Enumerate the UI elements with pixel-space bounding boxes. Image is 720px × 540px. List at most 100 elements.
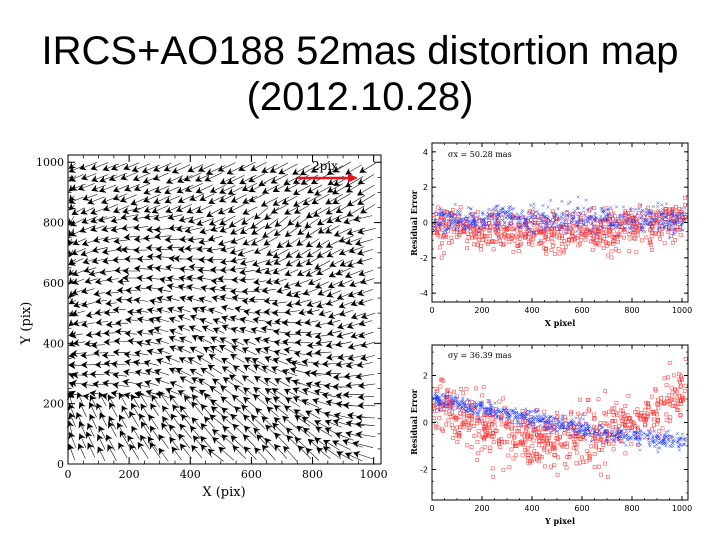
distortion-vector bbox=[272, 249, 289, 259]
blue-cross-point bbox=[578, 219, 582, 223]
blue-cross-point bbox=[535, 209, 539, 213]
red-square-point bbox=[470, 235, 475, 240]
distortion-vector bbox=[292, 174, 309, 184]
blue-cross-point bbox=[574, 433, 578, 437]
blue-cross-point bbox=[617, 222, 621, 226]
red-square-point bbox=[511, 249, 516, 254]
red-square-point bbox=[604, 240, 608, 245]
distortion-vector bbox=[169, 394, 180, 408]
red-square-point bbox=[588, 207, 593, 212]
distortion-vector bbox=[336, 451, 354, 462]
distortion-vector bbox=[212, 378, 225, 388]
red-square-point bbox=[604, 243, 609, 248]
red-square-point bbox=[664, 396, 669, 401]
distortion-vector bbox=[82, 193, 98, 201]
blue-cross-point bbox=[603, 429, 608, 433]
red-square-point bbox=[532, 457, 537, 462]
red-square-point bbox=[554, 436, 559, 441]
blue-cross-point bbox=[501, 207, 505, 211]
blue-cross-point bbox=[650, 216, 654, 221]
y-tick-label: 800 bbox=[43, 217, 64, 230]
blue-cross-point bbox=[681, 213, 685, 217]
blue-cross-point bbox=[601, 432, 605, 436]
blue-cross-point bbox=[457, 402, 461, 406]
distortion-vector bbox=[68, 431, 77, 449]
blue-cross-point bbox=[661, 439, 665, 443]
blue-cross-point bbox=[548, 219, 552, 223]
red-square-point bbox=[580, 455, 584, 460]
red-square-point bbox=[611, 447, 616, 452]
distortion-vector bbox=[167, 213, 183, 221]
blue-cross-point bbox=[601, 206, 605, 210]
red-square-point bbox=[592, 465, 597, 469]
distortion-vector bbox=[87, 422, 95, 438]
red-square-point bbox=[504, 422, 508, 426]
red-square-point bbox=[636, 426, 641, 431]
distortion-vector bbox=[273, 404, 289, 417]
blue-cross-point bbox=[575, 224, 579, 229]
blue-cross-point bbox=[549, 219, 553, 223]
distortion-vector bbox=[256, 434, 269, 448]
distortion-vector bbox=[85, 431, 95, 449]
distortion-vector bbox=[294, 279, 311, 287]
red-square-point bbox=[513, 441, 517, 446]
red-square-point bbox=[518, 228, 523, 233]
distortion-vector bbox=[156, 347, 171, 356]
blue-cross-point bbox=[543, 414, 547, 418]
blue-cross-point bbox=[554, 422, 558, 426]
red-square-point bbox=[482, 445, 487, 449]
blue-cross-point bbox=[516, 419, 520, 423]
blue-cross-point bbox=[453, 202, 457, 206]
blue-cross-point bbox=[569, 214, 573, 218]
distortion-vector bbox=[337, 279, 353, 287]
blue-cross-point bbox=[577, 217, 581, 221]
red-square-point bbox=[581, 435, 586, 439]
blue-cross-point bbox=[670, 208, 675, 212]
distortion-vector bbox=[346, 195, 366, 207]
blue-cross-point bbox=[556, 207, 560, 211]
red-square-point bbox=[518, 233, 523, 238]
blue-cross-point bbox=[540, 212, 544, 216]
red-square-point bbox=[644, 235, 649, 240]
blue-cross-point bbox=[572, 211, 576, 215]
blue-cross-point bbox=[645, 218, 649, 222]
distortion-vector bbox=[183, 172, 202, 182]
distortion-vector bbox=[325, 205, 342, 215]
red-square-point bbox=[576, 411, 581, 416]
red-square-point bbox=[522, 232, 527, 236]
red-square-point bbox=[611, 242, 616, 246]
distortion-vector bbox=[149, 298, 162, 306]
residual-y-axes: 0 200 400 600 800 1000-202 bbox=[420, 345, 692, 513]
distortion-vector bbox=[284, 226, 299, 238]
red-square-point bbox=[499, 417, 503, 422]
distortion-vector bbox=[143, 213, 160, 221]
red-square-point bbox=[639, 238, 644, 243]
distortion-vector bbox=[317, 216, 332, 226]
blue-cross-point bbox=[571, 421, 575, 425]
red-square-point bbox=[507, 240, 512, 244]
blue-cross-point bbox=[646, 428, 650, 432]
red-square-point bbox=[613, 425, 618, 430]
distortion-vector bbox=[183, 395, 194, 407]
blue-cross-point bbox=[512, 417, 516, 421]
distortion-vector bbox=[292, 164, 310, 175]
blue-cross-point bbox=[642, 436, 646, 441]
distortion-vector bbox=[79, 225, 95, 233]
x-tick-label: 200 bbox=[474, 504, 489, 513]
blue-cross-point bbox=[511, 222, 515, 226]
red-square-point bbox=[609, 249, 614, 254]
blue-cross-point bbox=[449, 215, 453, 219]
distortion-vector bbox=[294, 328, 309, 337]
distortion-vector bbox=[208, 217, 226, 226]
blue-cross-point bbox=[567, 428, 571, 432]
blue-cross-point bbox=[658, 446, 662, 450]
blue-cross-point bbox=[639, 216, 643, 220]
red-square-point bbox=[509, 447, 514, 452]
red-square-point bbox=[543, 235, 548, 239]
red-square-point bbox=[440, 378, 445, 383]
distortion-vector bbox=[242, 195, 258, 204]
red-square-point bbox=[678, 413, 683, 418]
blue-cross-point bbox=[438, 209, 442, 213]
distortion-vector bbox=[191, 377, 204, 386]
blue-cross-point bbox=[519, 423, 523, 428]
